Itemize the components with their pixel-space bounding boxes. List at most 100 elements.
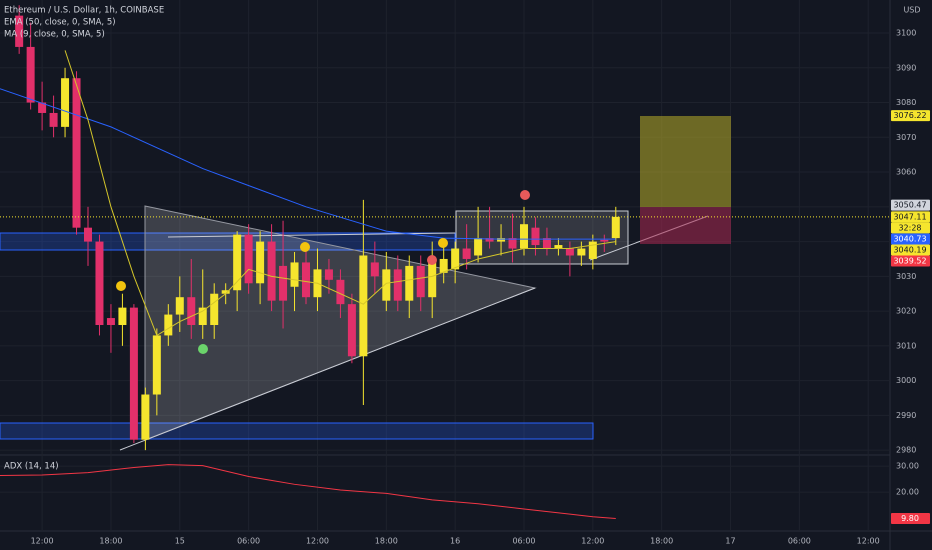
candle-body	[49, 112, 58, 127]
y2-tick-label: 30.00	[896, 462, 919, 471]
candle-body	[542, 238, 551, 249]
legend-entry: MA (9, close, 0, SMA, 5)	[4, 30, 105, 40]
signal-dot	[300, 242, 310, 252]
x-tick-label: 06:00	[512, 537, 535, 546]
y-tick-label: 3010	[896, 341, 916, 350]
plot	[0, 5, 890, 520]
candle-body	[221, 290, 230, 294]
candle-body	[118, 307, 127, 325]
range-box	[455, 210, 629, 265]
price-tag-bg	[891, 233, 930, 245]
candle-body	[84, 227, 93, 242]
x-tick-label: 16	[450, 537, 460, 546]
candle-body	[290, 262, 299, 287]
price-tag-bg	[891, 244, 930, 256]
candle-body	[152, 335, 161, 395]
x-tick-label: 12:00	[857, 537, 880, 546]
candle-body	[301, 262, 310, 298]
y-tick-label: 2980	[896, 446, 916, 455]
candle-body	[106, 318, 115, 325]
y-tick-label: 3100	[896, 29, 916, 38]
price-tag-bg	[891, 222, 930, 234]
price-tag: 3040.19	[891, 244, 930, 256]
candle-body	[382, 269, 391, 301]
candle-body	[451, 248, 460, 270]
price-tag-label: 3076.22	[893, 111, 926, 120]
candle-body	[141, 394, 150, 440]
indicator-line	[64, 50, 616, 337]
y-tick-label: 3020	[896, 307, 916, 316]
x-tick-label: 18:00	[99, 537, 122, 546]
candle-body	[38, 102, 47, 113]
x-tick-label: 12:00	[31, 537, 54, 546]
price-tag-bg	[891, 110, 930, 122]
indicator-title: ADX (14, 14)	[4, 462, 59, 472]
candle-body	[187, 297, 196, 325]
price-tag: 3050.47	[891, 199, 930, 211]
price-tag-label: 3039.52	[893, 257, 926, 266]
candle-body	[95, 241, 104, 325]
position-stop	[640, 207, 731, 244]
currency: USD	[903, 6, 920, 15]
y-tick-label: 3060	[896, 168, 916, 177]
price-tag-label: 3040.19	[893, 246, 926, 255]
candle-body	[256, 241, 265, 284]
y-tick-label: 3030	[896, 272, 916, 281]
candle-body	[267, 241, 276, 301]
y-tick-label: 3080	[896, 98, 916, 107]
candle-body	[347, 304, 356, 357]
indicator-line	[0, 88, 616, 240]
price-tag-label: 3040.73	[893, 235, 926, 244]
candle-body	[600, 239, 609, 242]
candle-body	[611, 216, 620, 239]
price-tag-bg	[891, 255, 930, 267]
price-tag: 3039.52	[891, 255, 930, 267]
candle-body	[474, 238, 483, 256]
candle-body	[393, 269, 402, 301]
candle-body	[72, 78, 81, 228]
x-tick-label: 12:00	[581, 537, 604, 546]
candle-body	[210, 293, 219, 325]
chart-title: Ethereum / U.S. Dollar, 1h, COINBASE	[4, 6, 164, 16]
candle-body	[428, 258, 437, 298]
signal-dot	[198, 344, 208, 354]
candle-body	[26, 46, 35, 103]
price-tag: 3076.22	[891, 110, 930, 122]
signal-dot	[520, 190, 530, 200]
adx-line	[0, 464, 616, 520]
candle-body	[370, 262, 379, 277]
candle-body	[439, 258, 448, 273]
candle-body	[359, 255, 368, 357]
candle-body	[588, 241, 597, 259]
candle-body	[129, 307, 138, 440]
candle-body	[198, 307, 207, 325]
y-tick-label: 3070	[896, 133, 916, 142]
candle-body	[416, 265, 425, 298]
candle-body	[565, 248, 574, 256]
candle-body	[485, 238, 494, 242]
candle-body	[336, 279, 345, 305]
price-tag-label: 9.80	[901, 514, 919, 523]
trend-line	[119, 287, 536, 451]
price-tag-bg	[891, 199, 930, 211]
candle-body	[164, 314, 173, 336]
candle-body	[462, 248, 471, 259]
price-tag: 3047.11	[891, 211, 930, 223]
candle-body	[519, 224, 528, 249]
candle-body	[554, 245, 563, 249]
price-tag: 9.80	[891, 513, 930, 525]
price-tag-label: 3047.11	[893, 212, 926, 221]
price-tag: 3040.73	[891, 233, 930, 245]
y2-tick-label: 20.00	[896, 488, 919, 497]
x-tick-label: 18:00	[650, 537, 673, 546]
candle-body	[61, 78, 70, 127]
candle-body	[175, 297, 184, 315]
candle-body	[497, 238, 506, 242]
x-tick-label: 06:00	[237, 537, 260, 546]
candle-body	[324, 269, 333, 280]
price-tag-bg	[891, 211, 930, 223]
price-tag-bg	[891, 513, 930, 525]
